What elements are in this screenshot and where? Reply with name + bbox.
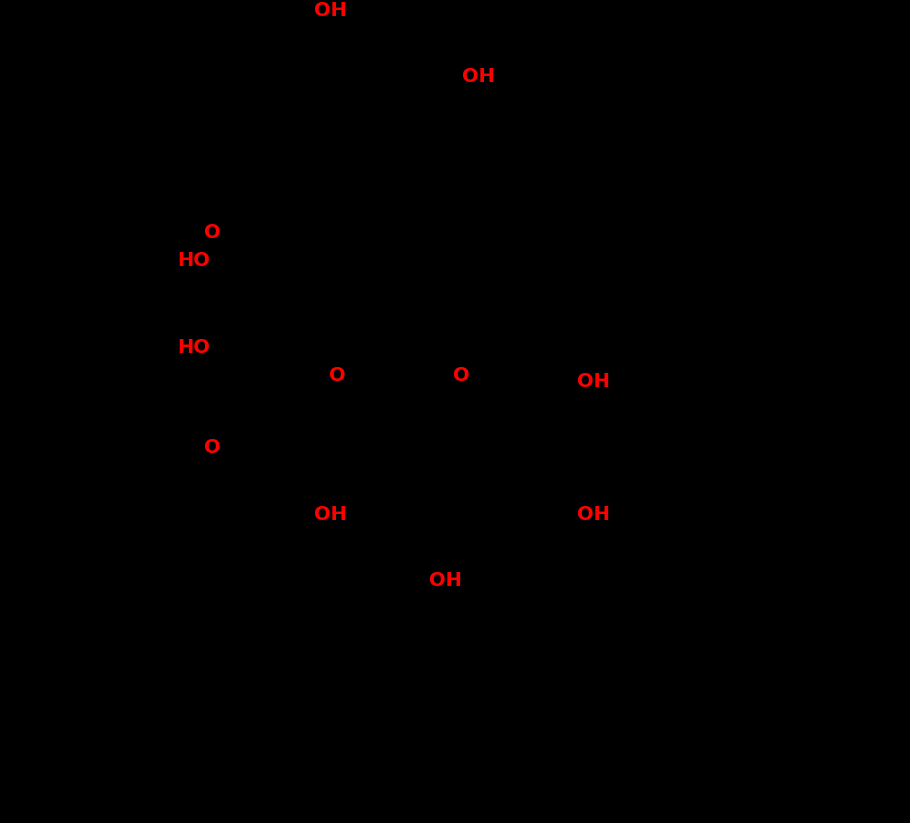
Text: O: O: [205, 438, 221, 457]
Text: OH: OH: [577, 504, 610, 523]
Text: OH: OH: [314, 504, 347, 523]
Text: OH: OH: [429, 571, 461, 590]
Text: O: O: [329, 366, 346, 385]
Text: O: O: [453, 366, 470, 385]
Text: OH: OH: [314, 1, 347, 20]
Text: OH: OH: [462, 67, 495, 86]
Text: O: O: [205, 222, 221, 241]
Text: OH: OH: [577, 372, 610, 391]
Text: HO: HO: [177, 337, 209, 356]
Text: HO: HO: [177, 251, 209, 270]
